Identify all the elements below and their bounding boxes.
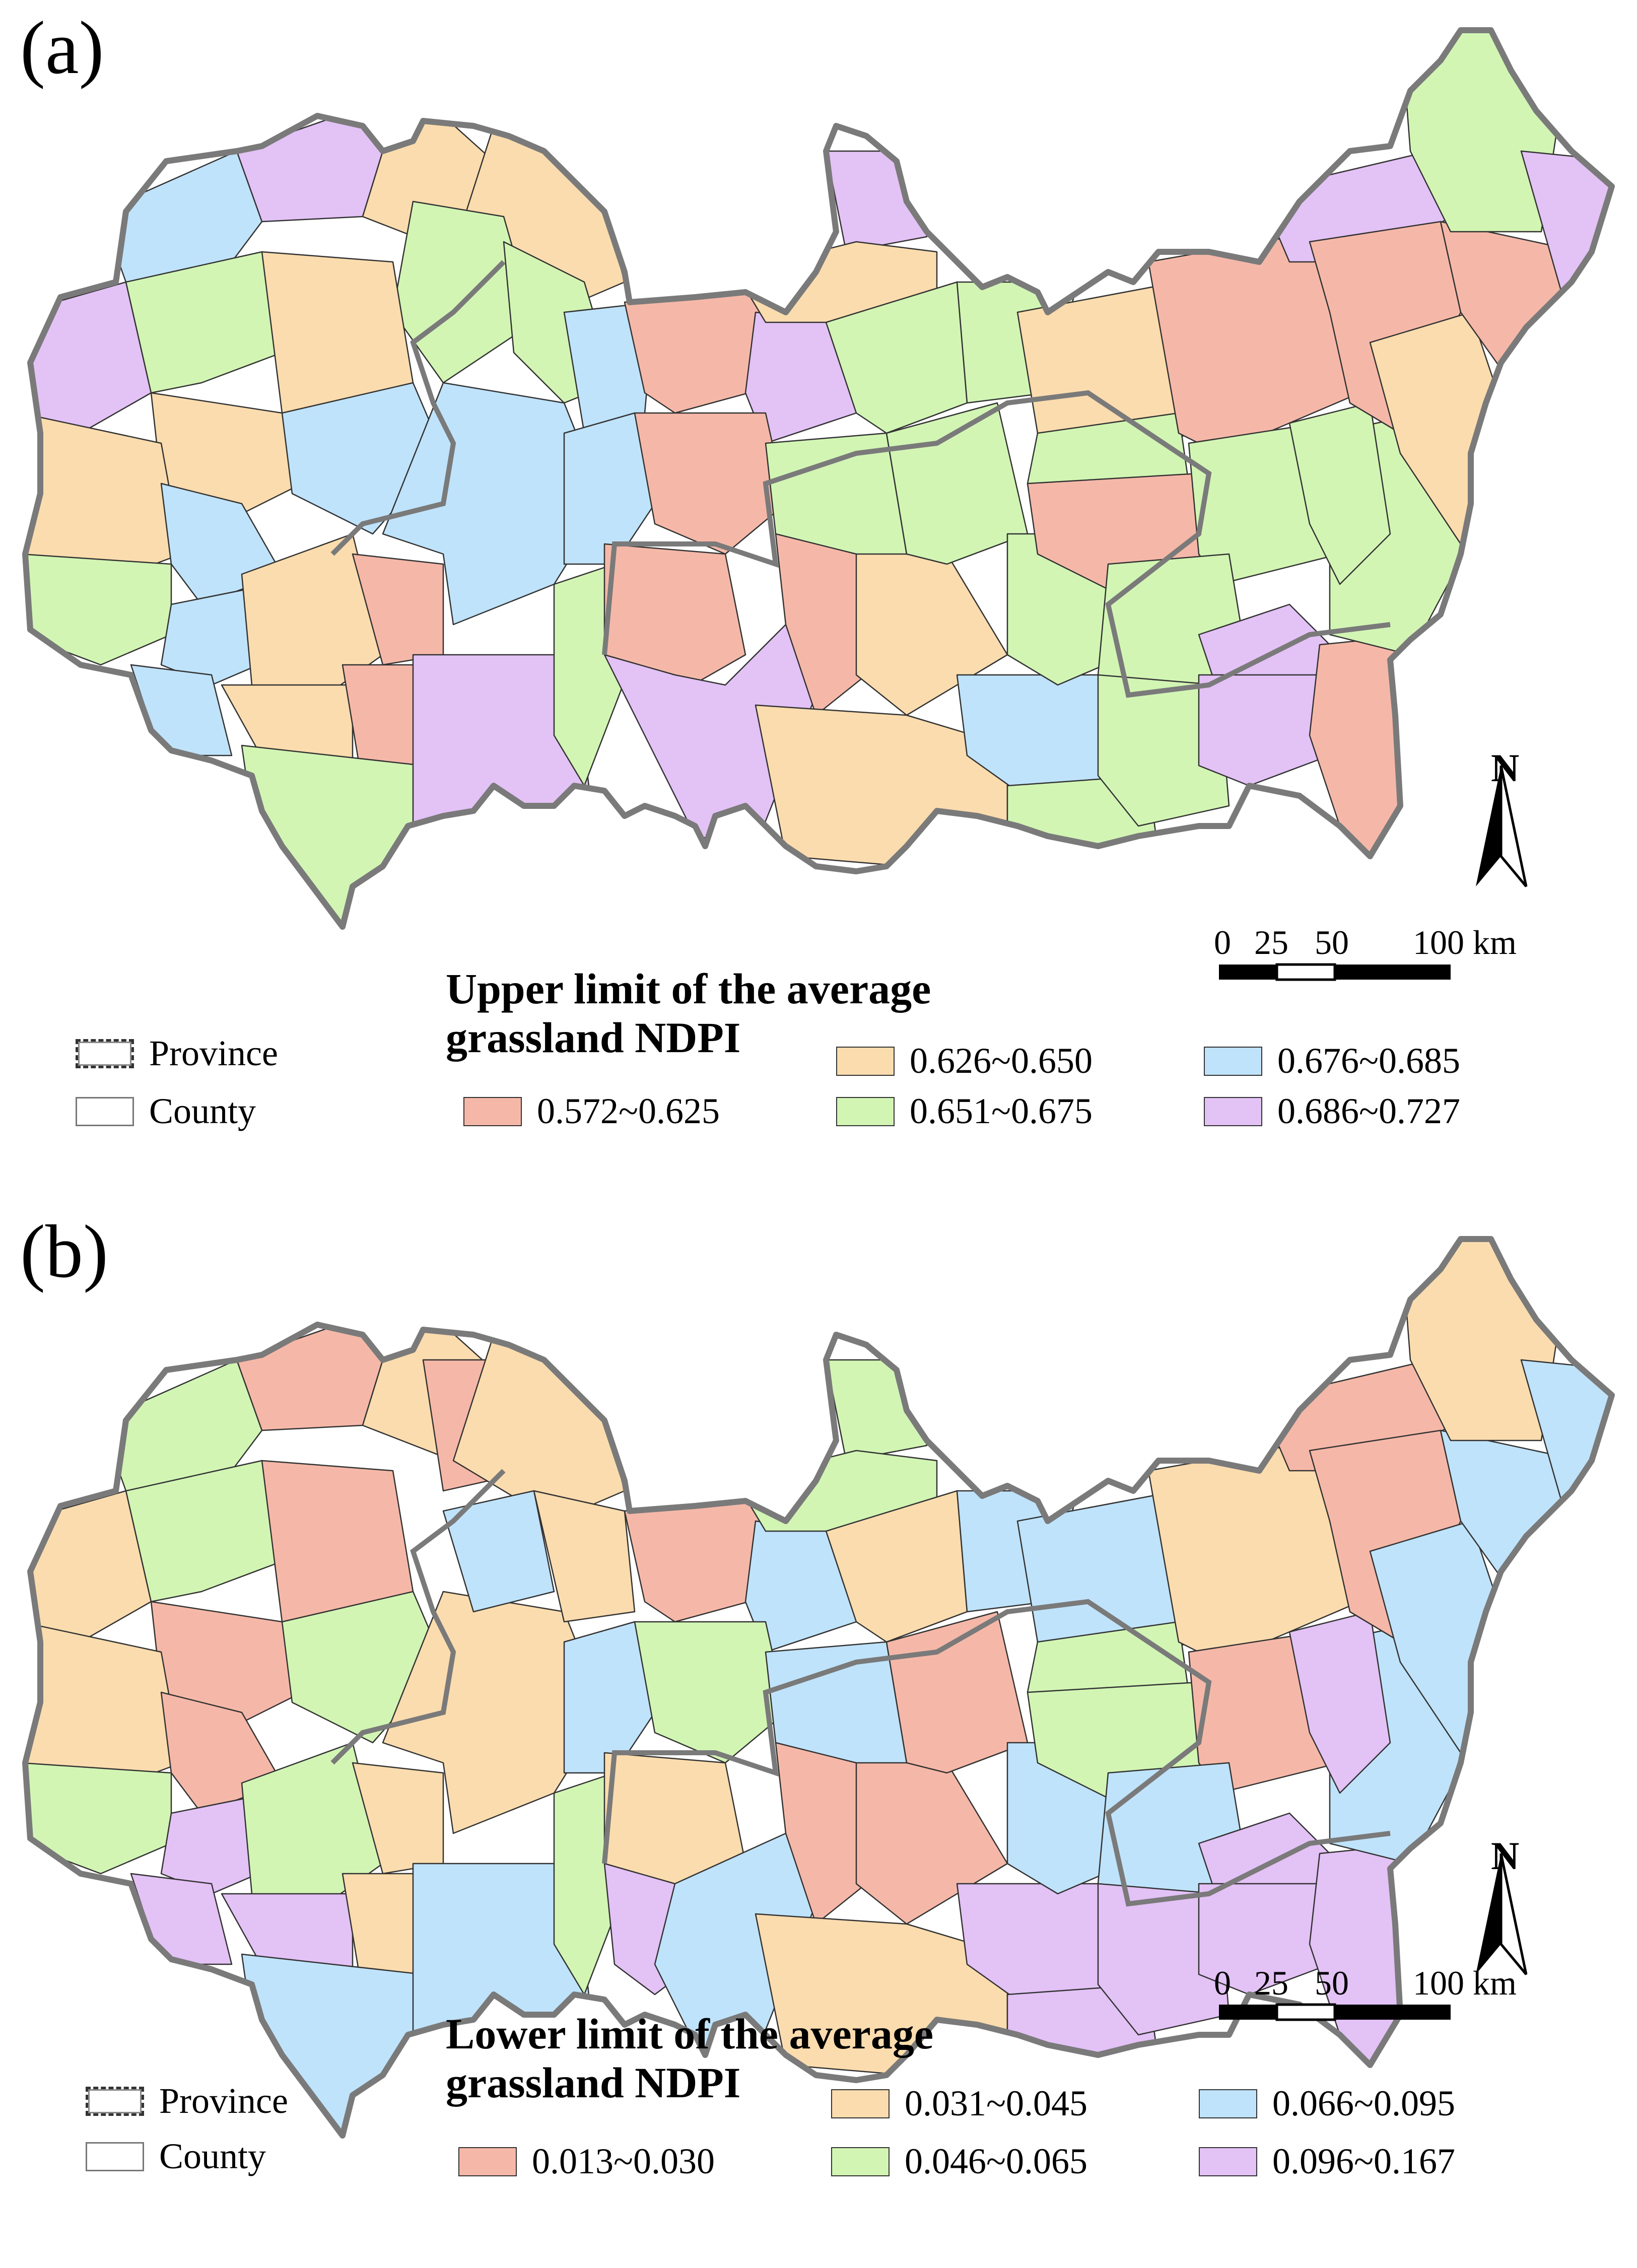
legend-title-line2: grassland NDPI	[446, 1013, 741, 1062]
legend-class-2: 0.031~0.045	[831, 2083, 1087, 2124]
north-label: N	[1491, 746, 1520, 790]
legend-title-line2: grassland NDPI	[446, 2058, 741, 2107]
class-2-swatch	[831, 2089, 890, 2118]
class-5-label: 0.686~0.727	[1277, 1091, 1460, 1131]
panel-label: (b)	[20, 1210, 108, 1293]
class-3-swatch	[836, 1096, 895, 1126]
class-4-label: 0.676~0.685	[1277, 1041, 1460, 1081]
legend-title-line1: Upper limit of the average	[446, 965, 931, 1013]
class-1-swatch	[463, 1096, 522, 1126]
legend-class-5: 0.686~0.727	[1204, 1090, 1460, 1132]
legend-class-3: 0.651~0.675	[836, 1090, 1093, 1132]
panel-label: (a)	[20, 6, 104, 90]
scale-bar	[1219, 2003, 1451, 2021]
legend-class-4: 0.066~0.095	[1199, 2083, 1455, 2124]
legend-county: County	[86, 2136, 266, 2177]
class-4-swatch	[1199, 2089, 1257, 2118]
map-panel-b: (b)	[0, 1133, 1637, 2268]
class-5-label: 0.096~0.167	[1272, 2141, 1455, 2181]
legend-province: Province	[76, 1033, 278, 1074]
class-1-swatch	[458, 2147, 517, 2176]
north-arrow	[1476, 765, 1528, 887]
legend-province-label: Province	[159, 2081, 288, 2121]
legend-title: Upper limit of the average grassland NDP…	[446, 965, 931, 1062]
scale-tick-100km: 100 km	[1413, 923, 1517, 961]
choropleth-map	[22, 1236, 1615, 2139]
scale-tick-25: 25	[1254, 1964, 1288, 2002]
legend-county-label: County	[149, 1091, 256, 1131]
scale-tick-0: 0	[1214, 923, 1231, 961]
class-3-swatch	[831, 2147, 890, 2176]
map-panel-a: (a)	[0, 0, 1637, 1133]
county-swatch	[86, 2142, 144, 2171]
north-arrow	[1476, 1853, 1528, 1975]
class-3-label: 0.046~0.065	[905, 2141, 1087, 2181]
legend-county: County	[76, 1090, 256, 1132]
class-4-swatch	[1204, 1046, 1262, 1076]
class-1-label: 0.013~0.030	[532, 2141, 715, 2181]
province-swatch	[86, 2086, 144, 2116]
legend-class-1: 0.013~0.030	[458, 2141, 715, 2182]
legend-class-4: 0.676~0.685	[1204, 1040, 1460, 1082]
scale-bar	[1219, 963, 1451, 981]
class-3-label: 0.651~0.675	[910, 1091, 1093, 1131]
legend-class-2: 0.626~0.650	[836, 1040, 1093, 1082]
class-5-swatch	[1204, 1096, 1262, 1126]
scale-tick-0: 0	[1214, 1964, 1231, 2002]
scale-tick-100km: 100 km	[1413, 1964, 1517, 2002]
choropleth-map	[22, 27, 1615, 981]
scale-tick-50: 50	[1315, 1964, 1349, 2002]
province-swatch	[76, 1039, 134, 1068]
legend-province-label: Province	[149, 1033, 278, 1073]
legend-class-3: 0.046~0.065	[831, 2141, 1087, 2182]
legend-county-label: County	[159, 2136, 266, 2176]
legend-title: Lower limit of the average grassland NDP…	[446, 2010, 933, 2107]
class-1-label: 0.572~0.625	[537, 1091, 720, 1131]
legend-title-line1: Lower limit of the average	[446, 2010, 934, 2058]
scale-tick-50: 50	[1315, 923, 1349, 961]
legend-class-1: 0.572~0.625	[463, 1090, 720, 1132]
north-label: N	[1491, 1834, 1520, 1878]
scale-tick-25: 25	[1254, 923, 1288, 961]
legend-class-5: 0.096~0.167	[1199, 2141, 1455, 2182]
class-2-swatch	[836, 1046, 895, 1076]
class-2-label: 0.031~0.045	[905, 2083, 1087, 2123]
class-5-swatch	[1199, 2147, 1257, 2176]
class-4-label: 0.066~0.095	[1272, 2083, 1455, 2123]
legend-province: Province	[86, 2080, 288, 2122]
class-2-label: 0.626~0.650	[910, 1041, 1093, 1081]
county-swatch	[76, 1096, 134, 1126]
